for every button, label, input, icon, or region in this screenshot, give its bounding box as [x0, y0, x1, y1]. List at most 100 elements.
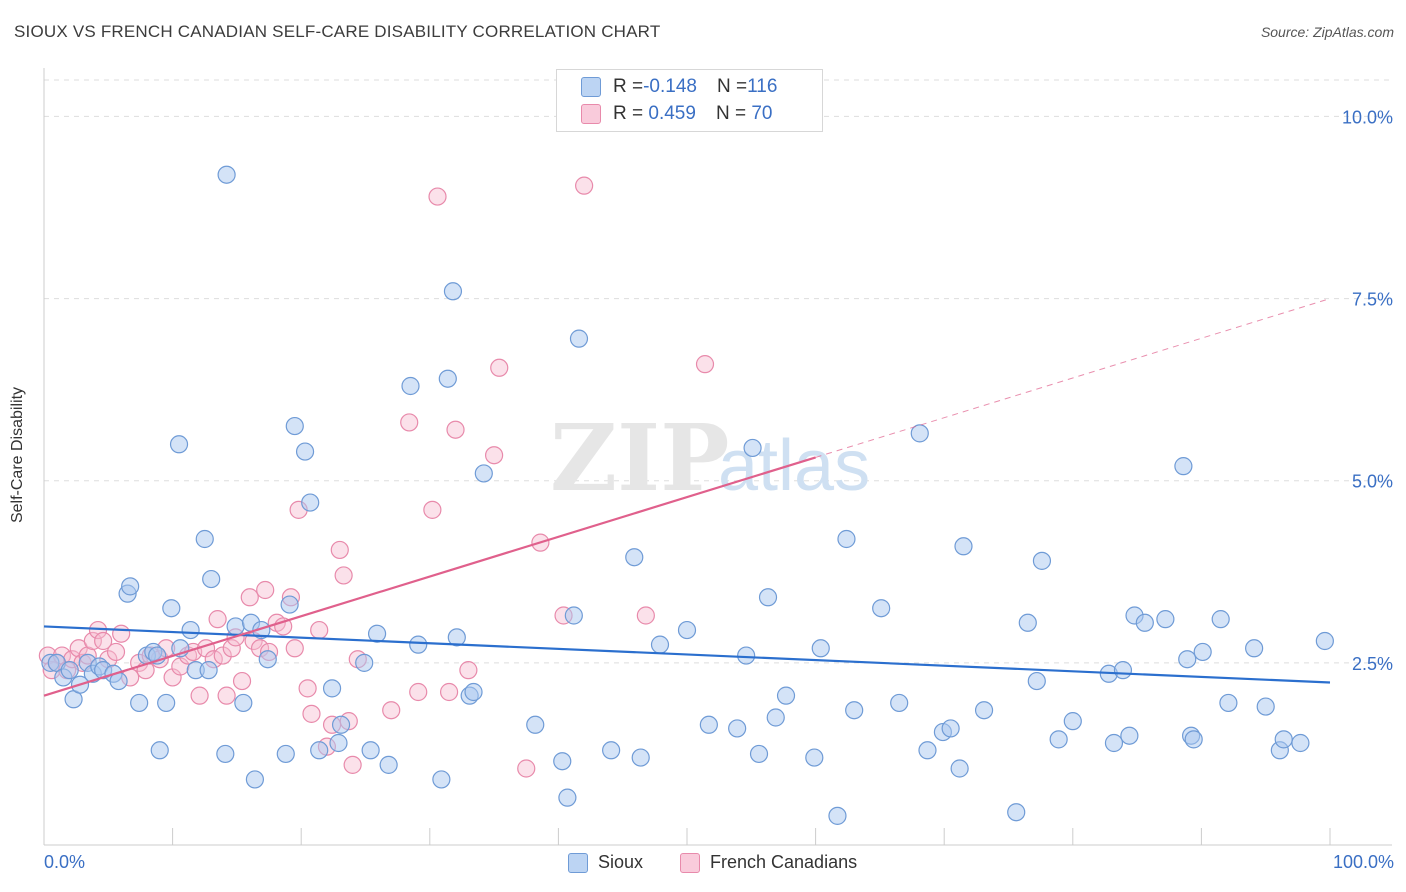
bottom-legend-sioux: Sioux: [568, 852, 643, 873]
sioux-point-44: [331, 715, 351, 734]
sioux-point-75: [776, 686, 796, 705]
french-point-49: [330, 540, 349, 560]
sioux-point-94: [1049, 730, 1068, 749]
french-point-28: [208, 610, 227, 629]
french-point-9: [83, 631, 102, 651]
bottom-legend-french: French Canadians: [680, 852, 857, 873]
sioux-point-90: [1007, 803, 1026, 822]
sioux-legend-label: Sioux: [598, 852, 644, 872]
french-point-37: [256, 580, 275, 600]
sioux-point-106: [1184, 730, 1203, 749]
sioux-point-13: [121, 577, 140, 596]
sioux-point-73: [758, 588, 778, 607]
sioux-point-49: [401, 376, 420, 396]
french-point-33: [232, 671, 252, 691]
sioux-point-74: [766, 708, 785, 727]
sioux-point-36: [276, 744, 295, 764]
sioux-point-102: [1156, 610, 1175, 629]
french-point-46: [310, 620, 329, 640]
axes: [43, 68, 1392, 846]
french-point-61: [459, 661, 478, 680]
y-tick-label-0: 2.5%: [1352, 654, 1393, 674]
x-tick-label-min: 0.0%: [44, 852, 86, 872]
sioux-point-109: [1219, 693, 1238, 713]
sioux-point-71: [743, 438, 762, 458]
sioux-point-18: [150, 741, 169, 760]
sioux-swatch-icon: [581, 77, 601, 97]
french-point-64: [517, 759, 536, 778]
french-trend-line: [43, 456, 816, 697]
sioux-point-57: [474, 464, 493, 483]
french-point-54: [382, 701, 401, 720]
sioux-point-59: [553, 752, 572, 771]
sioux-point-80: [845, 701, 864, 720]
watermark-zip: ZIP: [550, 404, 729, 512]
french-point-45: [302, 704, 321, 723]
french-point-58: [428, 187, 447, 206]
french-r-label: R =: [613, 103, 644, 124]
sioux-point-62: [569, 329, 589, 348]
sioux-point-31: [234, 693, 253, 713]
source-attribution: Source: ZipAtlas.com: [1260, 24, 1394, 40]
sioux-point-88: [954, 537, 973, 556]
sioux-legend-icon: [568, 852, 588, 873]
sioux-r-value: -0.148: [643, 76, 697, 97]
sioux-point-39: [295, 442, 315, 461]
legend-row-sioux: R = -0.148 N = 116: [581, 75, 777, 99]
sioux-point-21: [169, 435, 189, 454]
sioux-point-61: [564, 606, 583, 625]
french-point-62: [485, 446, 504, 465]
sioux-point-29: [217, 165, 236, 184]
sioux-point-41: [310, 741, 329, 760]
sioux-point-93: [1032, 551, 1052, 570]
sioux-point-46: [361, 741, 380, 760]
sioux-r-label: R =: [613, 76, 644, 97]
sioux-point-92: [1027, 671, 1046, 691]
french-swatch-icon: [581, 104, 601, 124]
sioux-point-76: [805, 748, 824, 767]
sioux-point-54: [447, 628, 466, 647]
french-trend-extension: [815, 298, 1331, 458]
sioux-point-99: [1120, 726, 1139, 745]
sioux-point-113: [1274, 730, 1293, 749]
french-point-67: [575, 176, 594, 195]
sioux-point-68: [699, 715, 718, 734]
sioux-point-45: [355, 653, 374, 672]
french-point-53: [343, 755, 362, 774]
sioux-point-14: [130, 693, 149, 713]
french-point-60: [446, 420, 465, 439]
french-point-13: [106, 642, 126, 662]
sioux-point-89: [974, 701, 994, 720]
y-tick-label-1: 5.0%: [1352, 472, 1393, 492]
sioux-points: [41, 165, 1334, 825]
sioux-point-52: [438, 369, 457, 388]
french-point-44: [298, 679, 317, 698]
sioux-point-40: [301, 493, 320, 512]
sioux-point-77: [811, 639, 830, 658]
french-legend-label: French Canadians: [710, 852, 858, 872]
sioux-point-20: [162, 599, 181, 618]
french-point-34: [240, 588, 259, 607]
french-point-59: [439, 682, 459, 702]
sioux-point-111: [1256, 697, 1275, 716]
sioux-point-84: [918, 741, 937, 760]
sioux-point-110: [1245, 639, 1264, 658]
sioux-point-65: [631, 748, 650, 767]
french-point-42: [285, 639, 304, 658]
sioux-point-23: [181, 620, 200, 640]
y-tick-labels: 2.5% 5.0% 7.5% 10.0%: [1342, 107, 1393, 673]
french-point-25: [190, 686, 209, 705]
sioux-point-38: [285, 416, 304, 436]
french-point-55: [400, 413, 419, 432]
sioux-point-98: [1113, 661, 1133, 680]
sioux-point-33: [245, 770, 265, 789]
legend-row-french: R = 0.459 N = 70: [581, 102, 772, 126]
french-point-14: [112, 624, 131, 643]
x-tick-label-max: 100.0%: [1332, 852, 1394, 872]
french-legend-icon: [680, 852, 700, 873]
french-point-50: [334, 566, 353, 585]
french-n-value: 70: [746, 103, 773, 124]
sioux-point-83: [910, 424, 929, 443]
correlation-legend: R = -0.148 N = 116 R = 0.459 N = 70: [556, 69, 823, 132]
